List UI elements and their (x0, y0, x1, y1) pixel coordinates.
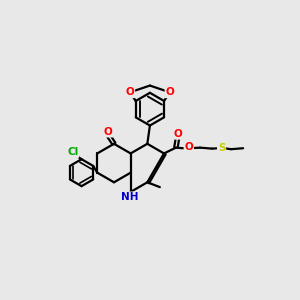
Text: O: O (104, 127, 112, 137)
Text: O: O (126, 87, 134, 97)
Text: O: O (184, 142, 193, 152)
Text: Cl: Cl (67, 147, 78, 157)
Text: NH: NH (121, 192, 138, 202)
Text: O: O (166, 87, 174, 97)
Text: O: O (173, 129, 182, 139)
Text: S: S (218, 143, 225, 153)
